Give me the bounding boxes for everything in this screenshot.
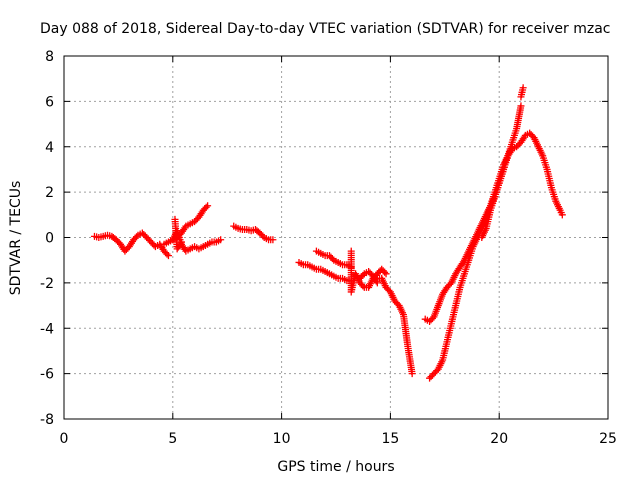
y-axis-label: SDTVAR / TECUs bbox=[8, 181, 24, 296]
x-tick-label: 20 bbox=[490, 431, 508, 447]
y-tick-label: 4 bbox=[45, 140, 54, 156]
data-point bbox=[382, 270, 390, 278]
y-tick-label: 8 bbox=[45, 49, 54, 65]
x-axis-label: GPS time / hours bbox=[277, 459, 394, 475]
series-seg4 bbox=[171, 215, 186, 253]
x-tick-label: 5 bbox=[168, 431, 177, 447]
series-seg10 bbox=[373, 274, 416, 378]
series-seg7 bbox=[312, 247, 355, 271]
data-point bbox=[259, 232, 267, 240]
series-seg12 bbox=[517, 84, 527, 101]
data-point bbox=[508, 143, 516, 151]
x-tick-label: 25 bbox=[599, 431, 617, 447]
data-point bbox=[328, 255, 336, 263]
data-point bbox=[517, 102, 525, 110]
x-tick-label: 10 bbox=[273, 431, 291, 447]
data-point bbox=[178, 238, 186, 246]
y-tick-label: 0 bbox=[45, 231, 54, 247]
series-seg13 bbox=[426, 129, 566, 382]
y-tick-label: -2 bbox=[40, 276, 54, 292]
series-seg11 bbox=[421, 102, 525, 325]
data-point bbox=[408, 370, 416, 378]
data-point bbox=[381, 268, 389, 276]
grid bbox=[64, 56, 608, 419]
data-point bbox=[558, 211, 566, 219]
y-tick-label: 2 bbox=[45, 185, 54, 201]
series-seg1 bbox=[90, 229, 172, 260]
y-tick-label: -4 bbox=[40, 321, 54, 337]
data-point bbox=[217, 236, 225, 244]
data-point bbox=[269, 236, 277, 244]
series-seg5 bbox=[230, 222, 277, 244]
data-point bbox=[163, 250, 171, 258]
y-tick-label: -6 bbox=[40, 367, 54, 383]
series-seg14 bbox=[478, 143, 516, 241]
data-point bbox=[164, 252, 172, 260]
data-point bbox=[204, 202, 212, 210]
y-tick-label: 6 bbox=[45, 94, 54, 110]
data-point bbox=[202, 203, 210, 211]
x-tick-label: 0 bbox=[60, 431, 69, 447]
data-point bbox=[519, 84, 527, 92]
data-point bbox=[359, 282, 367, 290]
data-point bbox=[133, 233, 141, 241]
series-seg2 bbox=[160, 202, 212, 248]
x-tick-label: 15 bbox=[381, 431, 399, 447]
data-point bbox=[359, 271, 367, 279]
y-tick-label: -8 bbox=[40, 412, 54, 428]
axis-ticks: 0 5 10 15 20 25 -8 -6 -4 -2 0 2 4 6 8 bbox=[40, 49, 617, 447]
series-seg6 bbox=[295, 258, 355, 285]
data-points bbox=[90, 84, 566, 382]
chart-title: Day 088 of 2018, Sidereal Day-to-day VTE… bbox=[40, 21, 610, 37]
